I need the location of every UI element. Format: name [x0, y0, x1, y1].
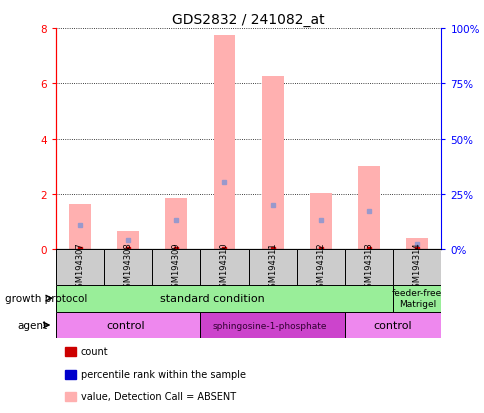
Text: standard condition: standard condition [160, 293, 264, 304]
Bar [406, 239, 427, 250]
Text: GSM194313: GSM194313 [364, 242, 373, 293]
Title: GDS2832 / 241082_at: GDS2832 / 241082_at [172, 12, 324, 26]
Bar [200, 250, 248, 285]
Text: percentile rank within the sample: percentile rank within the sample [81, 369, 245, 379]
Bar [393, 250, 440, 285]
Text: feeder-free
Matrigel: feeder-free Matrigel [392, 289, 441, 308]
Text: growth protocol: growth protocol [5, 293, 87, 304]
Bar [104, 250, 152, 285]
Text: GSM194314: GSM194314 [412, 242, 421, 293]
Text: GSM194311: GSM194311 [268, 242, 276, 293]
Text: GSM194310: GSM194310 [220, 242, 228, 293]
Bar [261, 77, 283, 250]
Bar [152, 250, 200, 285]
Text: agent: agent [17, 320, 47, 330]
Bar [358, 167, 379, 250]
Text: value, Detection Call = ABSENT: value, Detection Call = ABSENT [81, 392, 236, 401]
Text: count: count [81, 346, 108, 356]
Bar [117, 232, 138, 250]
Bar [69, 204, 91, 250]
Bar [200, 312, 344, 339]
Bar [344, 250, 393, 285]
Bar [213, 36, 235, 250]
Text: sphingosine-1-phosphate: sphingosine-1-phosphate [212, 321, 327, 330]
Bar [248, 250, 296, 285]
Bar [56, 312, 200, 339]
Text: GSM194308: GSM194308 [123, 242, 132, 293]
Text: GSM194312: GSM194312 [316, 242, 325, 293]
Bar [56, 250, 104, 285]
Text: GSM194307: GSM194307 [75, 242, 84, 293]
Bar [165, 199, 187, 250]
Text: control: control [106, 320, 145, 330]
Bar [393, 285, 440, 312]
Text: control: control [373, 320, 411, 330]
Bar [56, 285, 393, 312]
Bar [344, 312, 440, 339]
Text: GSM194309: GSM194309 [171, 242, 181, 293]
Bar [309, 193, 331, 250]
Bar [296, 250, 344, 285]
